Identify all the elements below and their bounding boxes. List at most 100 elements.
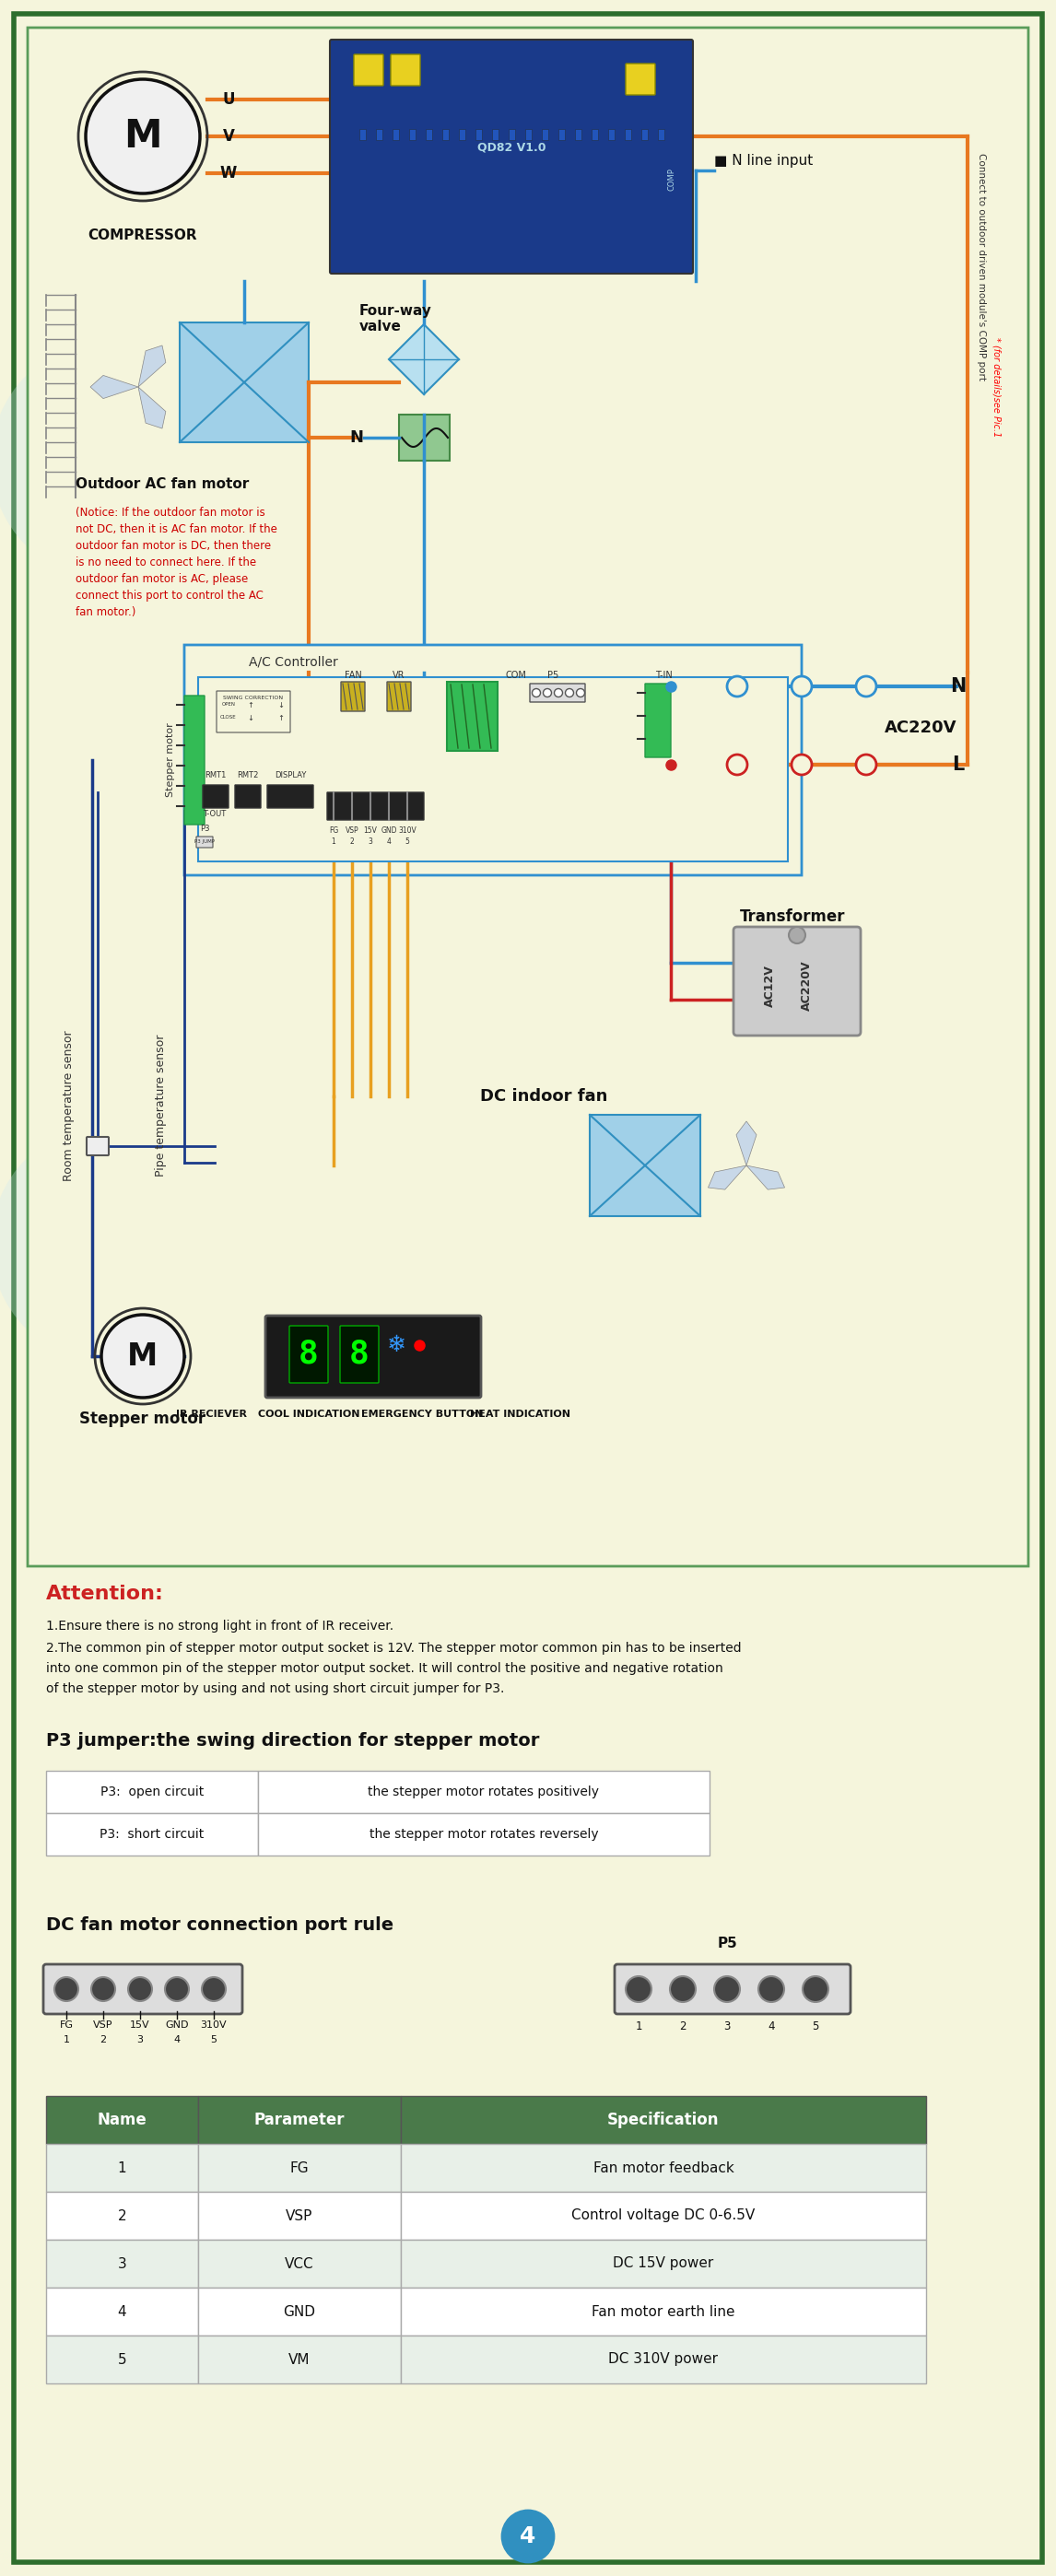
FancyBboxPatch shape [216,690,290,732]
Text: 5: 5 [812,2020,818,2032]
Bar [401,2097,926,2143]
Text: M: M [124,116,162,155]
Text: 15V: 15V [130,2020,150,2030]
Text: L: L [953,755,964,773]
Text: 3: 3 [117,2257,127,2269]
Text: COMPRESSOR: COMPRESSOR [88,229,197,242]
Text: COM: COM [506,670,527,680]
Text: Transformer: Transformer [739,909,845,925]
Circle shape [554,688,563,698]
Text: DC 15V power: DC 15V power [614,2257,714,2269]
Text: CLOSE: CLOSE [221,716,237,721]
Text: 2: 2 [679,2020,686,2032]
Circle shape [91,1978,115,2002]
FancyBboxPatch shape [327,793,423,819]
Text: Stepper motor: Stepper motor [79,1412,206,1427]
Bar [401,2192,926,2239]
Bar [46,2097,199,2143]
Text: 3: 3 [723,2020,731,2032]
Text: 8: 8 [350,1340,370,1370]
Text: Fan motor earth line: Fan motor earth line [591,2306,735,2318]
Circle shape [565,688,573,698]
Text: HEAT INDICATION: HEAT INDICATION [470,1409,571,1419]
Bar [641,129,647,139]
Bar [591,129,598,139]
FancyBboxPatch shape [645,683,671,757]
Bar [409,129,416,139]
Bar [46,1770,258,1814]
Circle shape [86,80,200,193]
FancyBboxPatch shape [530,683,585,703]
Text: Outdoor AC fan motor: Outdoor AC fan motor [76,477,249,489]
Text: IR RECIEVER: IR RECIEVER [176,1409,247,1419]
Circle shape [532,688,541,698]
Text: into one common pin of the stepper motor output socket. It will control the posi: into one common pin of the stepper motor… [46,1662,723,1674]
Text: P3 JUMP: P3 JUMP [194,840,214,845]
Bar [658,129,664,139]
Text: 1: 1 [117,2161,127,2174]
Text: 310V: 310V [201,2020,227,2030]
Text: (Notice: If the outdoor fan motor is
not DC, then it is AC fan motor. If the
out: (Notice: If the outdoor fan motor is not… [76,507,278,618]
Text: RMT2: RMT2 [238,770,259,778]
Bar [576,129,582,139]
Text: P5: P5 [547,670,559,680]
Text: SWING CORRECTION: SWING CORRECTION [224,696,283,701]
Bar [509,129,515,139]
Polygon shape [709,1164,747,1190]
Circle shape [856,755,876,775]
FancyBboxPatch shape [399,415,450,461]
FancyBboxPatch shape [615,1965,850,2014]
Text: U: U [223,90,234,108]
Text: 3: 3 [137,2035,144,2045]
Text: ↑: ↑ [278,714,284,721]
Text: Four-way
valve: Four-way valve [359,304,432,335]
Text: COMP: COMP [668,167,676,191]
Text: GND: GND [381,827,397,835]
Text: FAN: FAN [344,670,361,680]
Bar [46,2143,199,2192]
Bar [442,129,449,139]
Text: 2: 2 [117,2208,127,2223]
FancyBboxPatch shape [329,39,693,273]
Text: 2: 2 [100,2035,107,2045]
Text: FG: FG [59,2020,73,2030]
Text: VSP: VSP [345,827,359,835]
Polygon shape [747,1164,785,1190]
Text: 5: 5 [117,2352,127,2367]
Text: AC220V: AC220V [800,961,812,1010]
Circle shape [625,1976,652,2002]
Text: of the stepper motor by using and not using short circuit jumper for P3.: of the stepper motor by using and not us… [46,1682,505,1695]
Text: GND: GND [283,2306,316,2318]
Text: P5: P5 [718,1937,738,1950]
Text: Room temperature sensor: Room temperature sensor [63,1030,75,1180]
FancyBboxPatch shape [87,1136,109,1154]
FancyBboxPatch shape [734,927,861,1036]
Text: VR: VR [393,670,406,680]
FancyBboxPatch shape [27,28,1029,1566]
Bar [401,2287,926,2336]
Circle shape [714,1976,740,2002]
Text: QD82 V1.0: QD82 V1.0 [477,142,546,155]
Bar [459,129,466,139]
Circle shape [128,1978,152,2002]
Text: EMERGENCY BUTTON: EMERGENCY BUTTON [361,1409,483,1419]
Text: Name: Name [97,2112,147,2128]
FancyBboxPatch shape [341,683,365,711]
Text: 5: 5 [210,2035,216,2045]
Text: 4: 4 [117,2306,127,2318]
FancyBboxPatch shape [199,677,788,860]
Circle shape [670,1976,696,2002]
Text: ❄: ❄ [386,1334,406,1355]
Bar [46,2336,199,2383]
Polygon shape [736,1121,756,1164]
Text: COOL INDICATION: COOL INDICATION [258,1409,360,1419]
Text: ■ N line input: ■ N line input [714,155,813,167]
Text: 1: 1 [63,2035,70,2045]
Bar [492,129,498,139]
Text: FG: FG [328,827,338,835]
Bar [625,129,631,139]
Bar [376,129,382,139]
Text: ↓: ↓ [247,714,253,721]
Circle shape [758,1976,785,2002]
Text: Fan motor feedback: Fan motor feedback [593,2161,734,2174]
